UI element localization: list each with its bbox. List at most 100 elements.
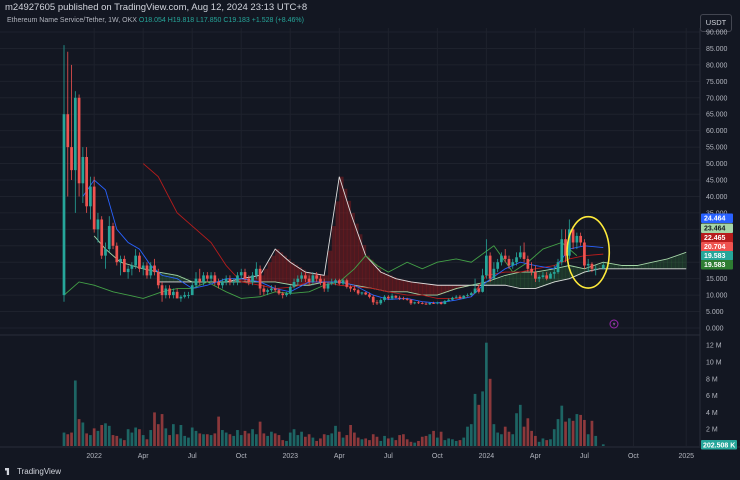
- volume-bar: [386, 438, 390, 446]
- time-tick-label: Apr: [138, 453, 150, 460]
- volume-bar: [100, 425, 104, 446]
- candle-body: [198, 278, 202, 282]
- cloud-segment: [399, 279, 404, 292]
- candle-body: [292, 281, 296, 287]
- cloud-segment: [580, 267, 585, 274]
- candle-body: [386, 296, 390, 299]
- price-tick-label: 40.000: [706, 194, 728, 201]
- candle-body: [439, 302, 443, 304]
- candle-body: [209, 275, 213, 279]
- volume-bar: [172, 424, 175, 446]
- cloud-segment: [505, 275, 510, 286]
- candle-body: [337, 280, 341, 284]
- volume-bar: [254, 434, 258, 446]
- volume-bar: [458, 440, 462, 446]
- candle-body: [360, 292, 364, 294]
- candle-body: [368, 294, 371, 297]
- cloud-segment: [527, 272, 533, 289]
- volume-bar: [277, 435, 281, 446]
- volume-bar: [270, 431, 273, 446]
- cloud-segment: [252, 276, 257, 282]
- volume-bar: [500, 434, 503, 446]
- volume-bar: [209, 435, 213, 446]
- candle-body: [296, 278, 300, 282]
- cloud-segment: [671, 257, 676, 269]
- cloud-segment: [644, 263, 650, 269]
- time-tick-label: 2024: [479, 453, 495, 460]
- candle-body: [567, 229, 571, 256]
- cloud-segment: [429, 284, 435, 296]
- time-axis[interactable]: 2022 Apr Jul Oct 2023 Apr Jul Oct 2024 Apr Jul Oct 2…: [86, 453, 694, 460]
- chart-grid: [0, 28, 740, 448]
- candle-body: [466, 295, 469, 296]
- volume-bar: [258, 421, 262, 446]
- candle-body: [134, 255, 138, 266]
- volume-bar: [549, 439, 552, 446]
- volume-bar: [375, 436, 379, 446]
- volume-bar: [111, 435, 115, 446]
- candle-body: [345, 280, 349, 287]
- cloud-segment: [392, 277, 397, 292]
- cloud-segment: [625, 265, 631, 269]
- candle-body: [115, 245, 119, 263]
- candle-body: [213, 275, 217, 282]
- cloud-segment: [569, 265, 574, 279]
- candle-body: [549, 273, 552, 279]
- volume-bar: [496, 432, 500, 446]
- candle-body: [454, 296, 458, 298]
- candle-body: [156, 272, 160, 286]
- cloud-segment: [682, 253, 687, 269]
- time-tick-label: Jul: [580, 453, 589, 460]
- volume-bar: [583, 419, 586, 446]
- cloud-segment: [490, 280, 495, 286]
- volume-bar: [477, 404, 481, 446]
- cloud-segment: [354, 223, 359, 286]
- cloud-segment: [361, 244, 367, 287]
- candle-body: [236, 275, 239, 282]
- candle-body: [100, 219, 104, 256]
- volume-bar: [228, 434, 232, 446]
- candle-body: [409, 299, 413, 304]
- volume-bar: [488, 378, 492, 446]
- cloud-segment: [607, 262, 612, 269]
- volume-bar: [319, 438, 322, 446]
- candle-body: [149, 265, 153, 276]
- volume-bar: [145, 439, 149, 446]
- cloud-segment: [410, 281, 416, 293]
- time-tick-label: Jul: [384, 453, 393, 460]
- candle-body: [319, 278, 322, 282]
- volume-tick-label: 12 M: [706, 343, 722, 350]
- brand-logo[interactable]: TradingView: [5, 467, 61, 476]
- cloud-segment: [301, 269, 306, 286]
- volume-bar: [507, 431, 511, 446]
- candle-body: [243, 272, 247, 279]
- candle-body: [205, 275, 209, 279]
- cloud-segment: [433, 284, 438, 296]
- cloud-segment: [388, 275, 393, 292]
- currency-button[interactable]: USDT: [700, 14, 732, 32]
- time-tick-label: Oct: [628, 453, 639, 460]
- candle-body: [104, 249, 107, 256]
- candle-body: [145, 265, 149, 276]
- candle-body: [534, 272, 537, 279]
- volume-bar: [202, 434, 205, 446]
- symbol-name[interactable]: Ethereum Name Service/Tether, 1W, OKX: [7, 17, 137, 24]
- price-tick-label: 85.000: [706, 46, 728, 53]
- candle-body: [288, 286, 292, 294]
- volume-bar: [454, 440, 458, 446]
- candle-body: [130, 265, 134, 269]
- cloud-segment: [558, 267, 563, 282]
- candle-body: [398, 297, 401, 299]
- publisher-line: m24927605 published on TradingView.com, …: [5, 2, 308, 13]
- candle-body: [224, 278, 228, 282]
- cloud-segment: [260, 275, 265, 282]
- candle-body: [311, 275, 315, 282]
- candle-body: [285, 293, 288, 296]
- volume-tick-label: 6 M: [706, 393, 718, 400]
- cloud-segment: [610, 263, 616, 269]
- cloud-segment: [652, 262, 657, 269]
- price-axis[interactable]: 90.000 85.000 80.000 75.000 70.000 65.000 60.0…: [706, 30, 728, 333]
- cloud-segment: [320, 274, 325, 283]
- candle-body: [590, 263, 594, 269]
